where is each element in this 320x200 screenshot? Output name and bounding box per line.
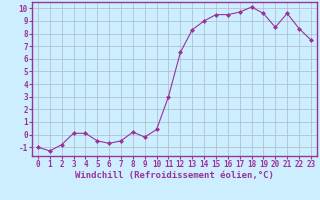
X-axis label: Windchill (Refroidissement éolien,°C): Windchill (Refroidissement éolien,°C) <box>75 171 274 180</box>
